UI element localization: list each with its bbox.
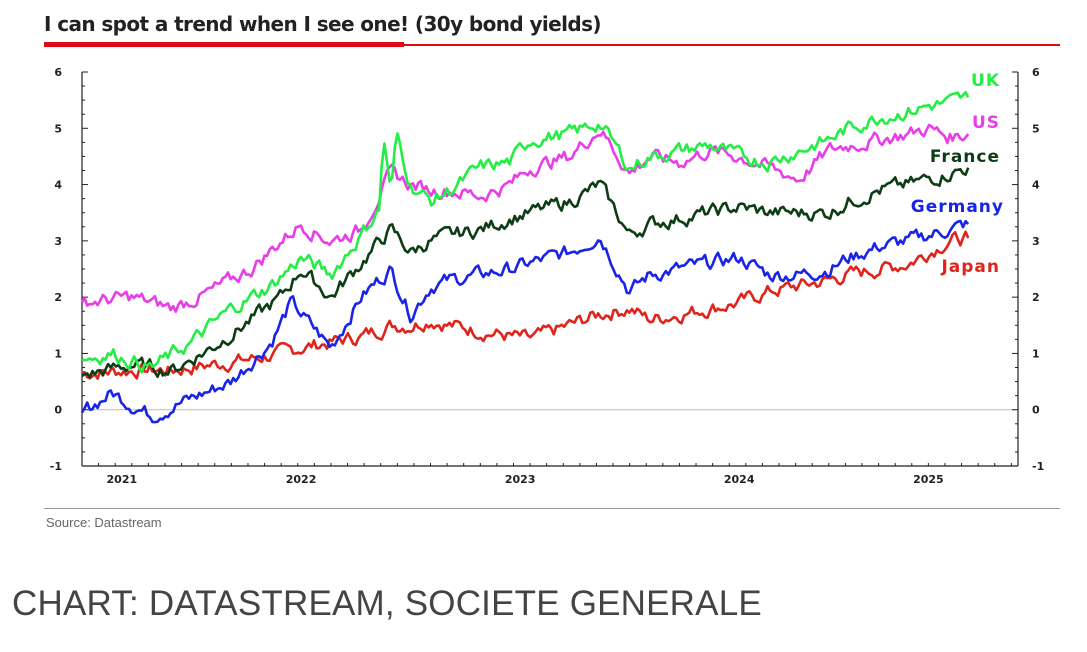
y-tick-label-left: 5 bbox=[54, 122, 62, 135]
y-tick-label-right: 0 bbox=[1032, 404, 1040, 417]
series-label-uk: UK bbox=[971, 71, 1000, 91]
series-line-germany bbox=[80, 219, 970, 424]
x-tick-label: 2025 bbox=[913, 473, 944, 486]
y-tick-label-right: 3 bbox=[1032, 235, 1040, 248]
series-line-japan bbox=[81, 230, 970, 380]
series-line-us bbox=[80, 123, 970, 314]
chart-axes: -1 -1 0 0 1 1 2 2 3 3 4 4 5 5 6 6 2021 2022 2023 2024 2025 bbox=[50, 66, 1044, 486]
y-tick-label-right: 6 bbox=[1032, 66, 1040, 79]
title-rule-accent bbox=[44, 42, 404, 47]
series-label-japan: Japan bbox=[940, 257, 1000, 277]
x-tick-label: 2022 bbox=[286, 473, 317, 486]
y-tick-label-left: 0 bbox=[54, 404, 62, 417]
series-label-germany: Germany bbox=[911, 197, 1004, 217]
x-tick-label: 2023 bbox=[505, 473, 536, 486]
y-tick-label-right: 2 bbox=[1032, 291, 1040, 304]
y-tick-label-right: 4 bbox=[1032, 179, 1040, 192]
series-line-uk bbox=[81, 90, 970, 374]
y-tick-label-left: 2 bbox=[54, 291, 62, 304]
y-tick-label-right: 1 bbox=[1032, 347, 1040, 360]
y-tick-label-right: -1 bbox=[1032, 460, 1044, 473]
x-tick-label: 2021 bbox=[107, 473, 138, 486]
chart-caption: CHART: DATASTREAM, SOCIETE GENERALE bbox=[12, 584, 762, 623]
y-tick-label-left: 1 bbox=[54, 347, 62, 360]
series-label-us: US bbox=[972, 113, 1000, 133]
x-tick-label: 2024 bbox=[724, 473, 755, 486]
y-tick-label-left: 4 bbox=[54, 179, 62, 192]
source-note: Source: Datastream bbox=[46, 515, 162, 530]
y-tick-label-right: 5 bbox=[1032, 122, 1040, 135]
series-line-france bbox=[81, 167, 970, 379]
chart-series-labels: Japan Germany France US UK bbox=[911, 71, 1004, 277]
chart-title: I can spot a trend when I see one! (30y … bbox=[44, 12, 602, 36]
title-rule bbox=[44, 44, 1060, 46]
y-tick-label-left: 3 bbox=[54, 235, 62, 248]
chart-series bbox=[80, 90, 970, 424]
y-tick-label-left: 6 bbox=[54, 66, 62, 79]
y-tick-label-left: -1 bbox=[50, 460, 62, 473]
series-label-france: France bbox=[930, 147, 1000, 167]
line-chart: -1 -1 0 0 1 1 2 2 3 3 4 4 5 5 6 6 2021 2022 2023 2024 2025 J… bbox=[50, 66, 1044, 486]
source-divider bbox=[44, 508, 1060, 509]
